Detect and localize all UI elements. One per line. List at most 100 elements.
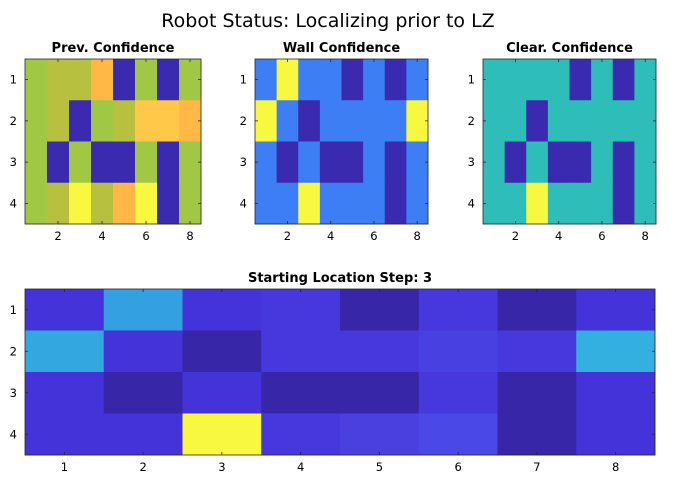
x-tick-label: 6 <box>598 229 605 243</box>
heatmap-cell <box>255 100 278 142</box>
heatmap-2: Wall Confidence 2 4 6 8 1 2 3 4 <box>240 41 429 243</box>
heatmap-cell <box>25 289 105 331</box>
axes-frame <box>24 58 202 225</box>
x-tick-label: 5 <box>376 460 383 474</box>
x-tick-label: 4 <box>297 460 304 474</box>
x-tick-label: 3 <box>218 460 225 474</box>
heatmap-cell <box>406 182 429 225</box>
heatmap-cell <box>157 141 180 184</box>
heatmap-cell <box>526 141 549 184</box>
heatmap-cell <box>384 59 407 101</box>
heatmap-cell <box>569 59 592 101</box>
heatmap-cell <box>261 330 341 373</box>
x-tick-label: 2 <box>284 229 291 243</box>
heatmap-cell <box>576 289 656 331</box>
heatmap-cell <box>182 372 262 414</box>
heatmap-cell <box>25 59 48 101</box>
heatmap-cell <box>135 100 158 142</box>
x-tick-label: 4 <box>555 229 562 243</box>
heatmap-cell <box>363 100 386 142</box>
heatmap-cell <box>576 372 656 414</box>
heatmap-cell <box>179 59 202 101</box>
x-tick-label: 8 <box>414 229 421 243</box>
heatmap-cell <box>418 289 498 331</box>
x-tick-label: 6 <box>370 229 377 243</box>
heatmap-cell <box>418 330 498 373</box>
heatmap-cell <box>182 289 262 331</box>
y-tick-label: 2 <box>10 114 17 128</box>
heatmap-cell <box>103 413 183 456</box>
plot-title: Starting Location Step: 3 <box>248 271 432 286</box>
heatmap-cell <box>497 289 577 331</box>
heatmap-cell <box>483 59 506 101</box>
heatmap-cell <box>340 330 420 373</box>
y-tick-label: 3 <box>468 155 475 169</box>
x-tick-label: 4 <box>327 229 334 243</box>
heatmap-cell <box>91 141 114 184</box>
heatmap-cell <box>547 59 570 101</box>
heatmap-cell <box>504 182 527 225</box>
heatmap-cell <box>298 141 321 184</box>
heatmap-cell <box>483 182 506 225</box>
heatmap-cell <box>261 413 341 456</box>
heatmap-cell <box>91 100 114 142</box>
heatmap-cell <box>103 330 183 373</box>
y-tick-label: 1 <box>240 73 247 87</box>
heatmap-cell <box>363 182 386 225</box>
heatmap-cell <box>418 372 498 414</box>
heatmap-cell <box>319 141 342 184</box>
y-tick-label: 4 <box>240 196 247 210</box>
heatmap-cell <box>261 372 341 414</box>
heatmap-cell <box>591 59 614 101</box>
heatmap-cell <box>569 182 592 225</box>
heatmap-cell <box>298 59 321 101</box>
heatmap-cell <box>526 100 549 142</box>
heatmap-cell <box>276 59 299 101</box>
heatmap-cell <box>255 141 278 184</box>
heatmap-cell <box>504 100 527 142</box>
heatmap-cell <box>569 141 592 184</box>
heatmap-cell <box>547 100 570 142</box>
y-tick-label: 4 <box>10 196 17 210</box>
heatmap-cell <box>276 182 299 225</box>
x-tick-label: 8 <box>612 460 619 474</box>
heatmap-cell <box>418 413 498 456</box>
plots-container: Prev. Confidence 2 4 6 8 1 2 3 4 Wall Confidence 2… <box>10 41 657 474</box>
heatmap-cell <box>157 59 180 101</box>
heatmap-cell <box>157 100 180 142</box>
heatmap-cell <box>612 182 635 225</box>
heatmap-cell <box>47 59 70 101</box>
y-tick-label: 4 <box>468 196 475 210</box>
heatmap-cell <box>157 182 180 225</box>
heatmap-cell <box>384 100 407 142</box>
heatmap-4: Starting Location Step: 3 1 2 3 4 5 6 7 8 1 2 3 4 <box>10 271 656 474</box>
heatmap-cell <box>298 100 321 142</box>
heatmap-cell <box>504 59 527 101</box>
heatmap-cell <box>255 59 278 101</box>
heatmap-cell <box>179 100 202 142</box>
heatmap-cell <box>526 59 549 101</box>
heatmap-cell <box>341 141 364 184</box>
heatmap-cell <box>576 330 656 373</box>
heatmap-cell <box>25 372 105 414</box>
heatmap-cell <box>363 59 386 101</box>
heatmap-cell <box>25 413 105 456</box>
heatmap-3: Clear. Confidence 2 4 6 8 1 2 3 4 <box>468 41 657 243</box>
y-tick-label: 1 <box>10 303 17 317</box>
heatmap-cell <box>634 182 657 225</box>
heatmap-cell <box>91 182 114 225</box>
heatmap-cell <box>363 141 386 184</box>
heatmap-cell <box>276 141 299 184</box>
x-tick-label: 2 <box>139 460 146 474</box>
x-tick-label: 8 <box>186 229 193 243</box>
heatmap-cell <box>591 100 614 142</box>
heatmap-cell <box>135 141 158 184</box>
heatmap-cell <box>497 413 577 456</box>
heatmap-cell <box>384 141 407 184</box>
heatmap-cell <box>569 100 592 142</box>
heatmap-cell <box>612 141 635 184</box>
heatmap-cell <box>406 141 429 184</box>
plot-title: Prev. Confidence <box>52 41 175 56</box>
plot-title: Wall Confidence <box>283 41 401 56</box>
x-tick-label: 8 <box>642 229 649 243</box>
